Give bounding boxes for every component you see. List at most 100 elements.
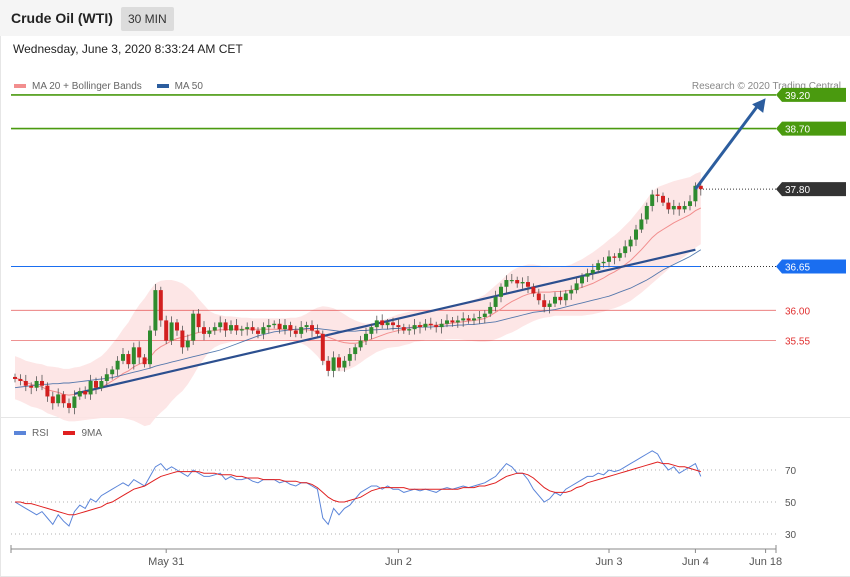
candle-body — [18, 378, 23, 381]
candle-body — [580, 276, 584, 284]
candle — [655, 188, 660, 203]
candle — [212, 322, 217, 335]
candle-body — [418, 325, 422, 328]
candle — [164, 315, 169, 344]
candle — [520, 277, 525, 289]
candle — [682, 201, 687, 213]
candle-body — [553, 296, 557, 304]
candle — [634, 224, 638, 247]
candle-body — [72, 396, 77, 408]
candle-body — [288, 325, 293, 331]
candle — [450, 317, 455, 327]
candle-body — [202, 327, 206, 334]
candle-body — [536, 293, 541, 301]
candle — [245, 322, 250, 336]
candle — [585, 268, 590, 283]
candle — [137, 341, 142, 364]
candle — [153, 284, 158, 336]
candle — [126, 350, 131, 369]
candle-body — [596, 263, 601, 270]
candle-body — [337, 357, 341, 368]
candle-body — [34, 380, 39, 388]
candle — [477, 310, 482, 324]
candle-body — [482, 313, 487, 318]
candle-body — [67, 403, 71, 408]
candle-body — [639, 219, 644, 230]
candle-body — [563, 293, 568, 301]
support-label: 35.55 — [785, 337, 810, 348]
bollinger-band-area — [15, 171, 701, 427]
candle-body — [223, 322, 228, 331]
candle-body — [207, 330, 212, 334]
candle — [412, 319, 417, 335]
candle — [202, 321, 206, 341]
candle — [261, 322, 266, 340]
rsi-panel: 70 50 30 — [11, 450, 797, 541]
candle-body — [153, 290, 158, 331]
candle-body — [601, 261, 606, 264]
instrument-title: Crude Oil (WTI) — [11, 10, 113, 26]
candle-body — [688, 201, 692, 206]
candle — [175, 319, 179, 336]
candle — [13, 373, 17, 383]
candle-body — [342, 360, 347, 368]
candle — [272, 320, 277, 329]
candle — [121, 348, 125, 365]
candle — [72, 390, 77, 415]
candle-body — [396, 325, 401, 328]
candle-body — [277, 323, 282, 330]
candle — [504, 275, 509, 294]
candle — [461, 312, 466, 327]
candle-body — [655, 194, 660, 196]
candle-body — [477, 317, 482, 319]
candle — [499, 283, 503, 303]
candle — [574, 277, 579, 294]
last-price-tag — [776, 182, 846, 197]
candle — [374, 315, 379, 334]
candle — [693, 182, 698, 207]
legend-ma50: MA 50 — [156, 81, 203, 92]
candle-body — [239, 329, 244, 331]
candle-body — [158, 290, 163, 321]
candle — [148, 325, 152, 369]
candle — [50, 391, 55, 410]
candle-body — [83, 391, 88, 395]
candle — [131, 342, 136, 370]
candle-body — [380, 320, 385, 326]
candle — [671, 199, 676, 215]
candle — [526, 275, 530, 294]
candle — [256, 327, 260, 339]
candle-body — [445, 320, 449, 324]
time-axis-label: Jun 18 — [749, 556, 782, 568]
candle — [428, 317, 433, 330]
resistance-tag — [776, 87, 846, 102]
candle-body — [439, 323, 444, 328]
candle — [472, 313, 476, 325]
candle — [380, 314, 385, 329]
candle — [34, 376, 39, 392]
candle — [358, 335, 363, 351]
legend-rsi: RSI — [14, 428, 49, 439]
candle — [493, 290, 498, 312]
candle-body — [693, 185, 698, 202]
candle — [180, 325, 185, 354]
candlesticks — [13, 181, 703, 415]
candle — [158, 286, 163, 327]
timeframe-badge[interactable]: 30 MIN — [121, 7, 174, 31]
candle — [601, 257, 606, 268]
candle-body — [374, 320, 379, 328]
time-axis-label: May 31 — [148, 556, 184, 568]
candle — [83, 386, 88, 399]
candle-body — [13, 376, 17, 379]
ma50-line — [14, 249, 702, 389]
candle-body — [488, 306, 493, 314]
candle — [542, 294, 547, 313]
candle-body — [299, 327, 304, 334]
candle — [385, 319, 390, 330]
candle — [688, 195, 692, 211]
candle-body — [542, 300, 547, 307]
candle-body — [131, 347, 136, 365]
candle-body — [266, 325, 271, 328]
candle — [396, 319, 401, 334]
candle-body — [180, 330, 185, 348]
